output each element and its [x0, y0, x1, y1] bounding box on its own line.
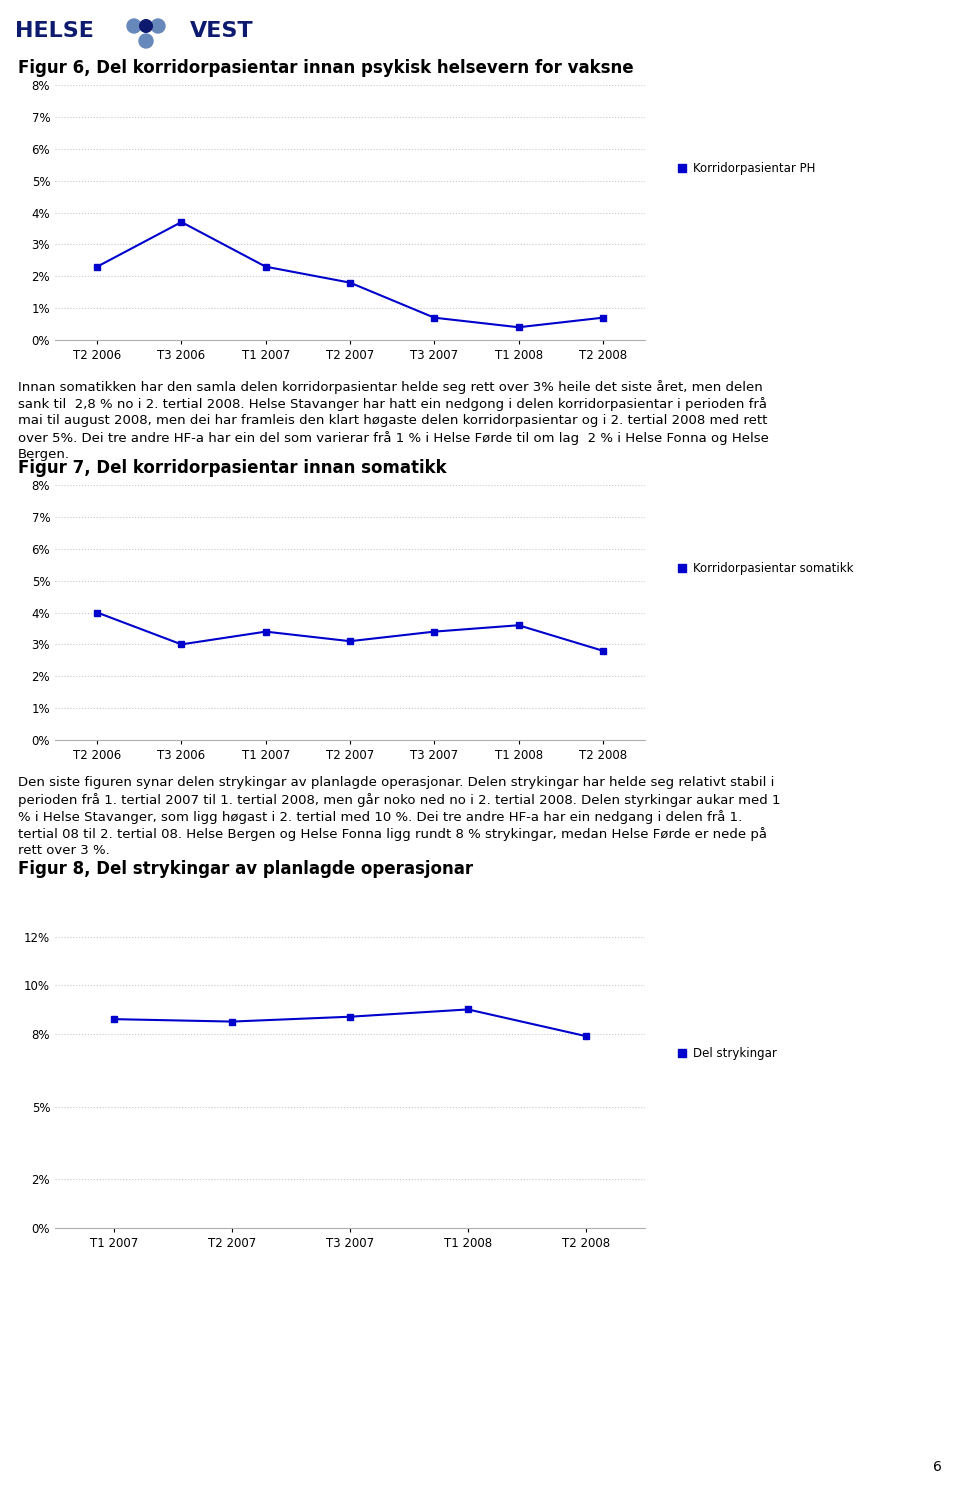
Text: Figur 8, Del strykingar av planlagde operasjonar: Figur 8, Del strykingar av planlagde ope…: [18, 859, 473, 877]
Text: Den siste figuren synar delen strykingar av planlagde operasjonar. Delen strykin: Den siste figuren synar delen strykingar…: [18, 776, 775, 789]
Text: % i Helse Stavanger, som ligg høgast i 2. tertial med 10 %. Dei tre andre HF-a h: % i Helse Stavanger, som ligg høgast i 2…: [18, 810, 742, 824]
Legend: Korridorpasientar PH: Korridorpasientar PH: [675, 163, 816, 175]
Text: HELSE: HELSE: [15, 21, 94, 40]
Text: Innan somatikken har den samla delen korridorpasientar helde seg rett over 3% he: Innan somatikken har den samla delen kor…: [18, 380, 763, 394]
Legend: Del strykingar: Del strykingar: [675, 1047, 778, 1059]
Text: 6: 6: [933, 1461, 942, 1474]
Circle shape: [140, 19, 153, 33]
Text: sank til  2,8 % no i 2. tertial 2008. Helse Stavanger har hatt ein nedgong i del: sank til 2,8 % no i 2. tertial 2008. Hel…: [18, 397, 767, 410]
Text: rett over 3 %.: rett over 3 %.: [18, 844, 109, 856]
Text: Figur 6, Del korridorpasientar innan psykisk helsevern for vaksne: Figur 6, Del korridorpasientar innan psy…: [18, 60, 634, 78]
Circle shape: [127, 19, 141, 33]
Circle shape: [151, 19, 165, 33]
Text: Bergen.: Bergen.: [18, 448, 70, 461]
Text: over 5%. Dei tre andre HF-a har ein del som varierar frå 1 % i Helse Førde til o: over 5%. Dei tre andre HF-a har ein del …: [18, 431, 769, 445]
Text: perioden frå 1. tertial 2007 til 1. tertial 2008, men går noko ned no i 2. terti: perioden frå 1. tertial 2007 til 1. tert…: [18, 794, 780, 807]
Text: tertial 08 til 2. tertial 08. Helse Bergen og Helse Fonna ligg rundt 8 % strykin: tertial 08 til 2. tertial 08. Helse Berg…: [18, 827, 767, 841]
Text: mai til august 2008, men dei har framleis den klart høgaste delen korridorpasien: mai til august 2008, men dei har framlei…: [18, 413, 767, 427]
Legend: Korridorpasientar somatikk: Korridorpasientar somatikk: [675, 562, 853, 576]
Text: Figur 7, Del korridorpasientar innan somatikk: Figur 7, Del korridorpasientar innan som…: [18, 460, 446, 477]
Circle shape: [139, 34, 153, 48]
Text: VEST: VEST: [190, 21, 253, 40]
